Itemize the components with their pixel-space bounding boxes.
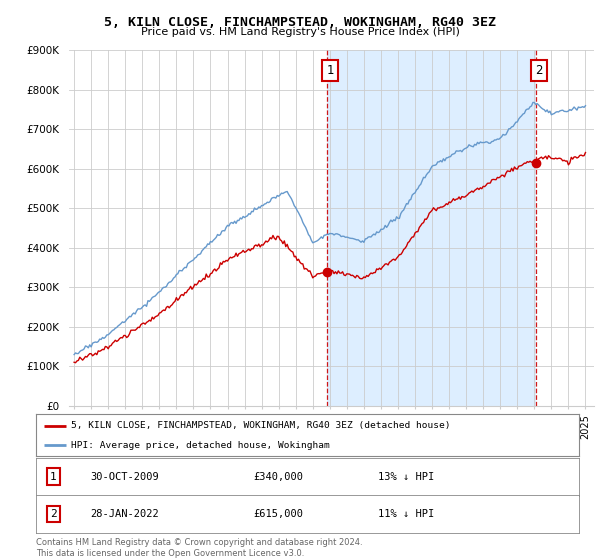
Text: Contains HM Land Registry data © Crown copyright and database right 2024.
This d: Contains HM Land Registry data © Crown c… (36, 538, 362, 558)
Text: 2: 2 (535, 64, 542, 77)
Text: 2: 2 (50, 509, 57, 519)
Text: HPI: Average price, detached house, Wokingham: HPI: Average price, detached house, Woki… (71, 441, 330, 450)
Text: 1: 1 (326, 64, 334, 77)
Text: 1: 1 (50, 472, 57, 482)
Text: 5, KILN CLOSE, FINCHAMPSTEAD, WOKINGHAM, RG40 3EZ (detached house): 5, KILN CLOSE, FINCHAMPSTEAD, WOKINGHAM,… (71, 421, 451, 430)
Bar (327, 50, 536, 406)
Text: £615,000: £615,000 (253, 509, 303, 519)
Text: 5, KILN CLOSE, FINCHAMPSTEAD, WOKINGHAM, RG40 3EZ: 5, KILN CLOSE, FINCHAMPSTEAD, WOKINGHAM,… (104, 16, 496, 29)
Text: 28-JAN-2022: 28-JAN-2022 (91, 509, 159, 519)
Text: 30-OCT-2009: 30-OCT-2009 (91, 472, 159, 482)
Text: Price paid vs. HM Land Registry's House Price Index (HPI): Price paid vs. HM Land Registry's House … (140, 27, 460, 37)
Text: 11% ↓ HPI: 11% ↓ HPI (378, 509, 434, 519)
Text: 13% ↓ HPI: 13% ↓ HPI (378, 472, 434, 482)
Text: £340,000: £340,000 (253, 472, 303, 482)
